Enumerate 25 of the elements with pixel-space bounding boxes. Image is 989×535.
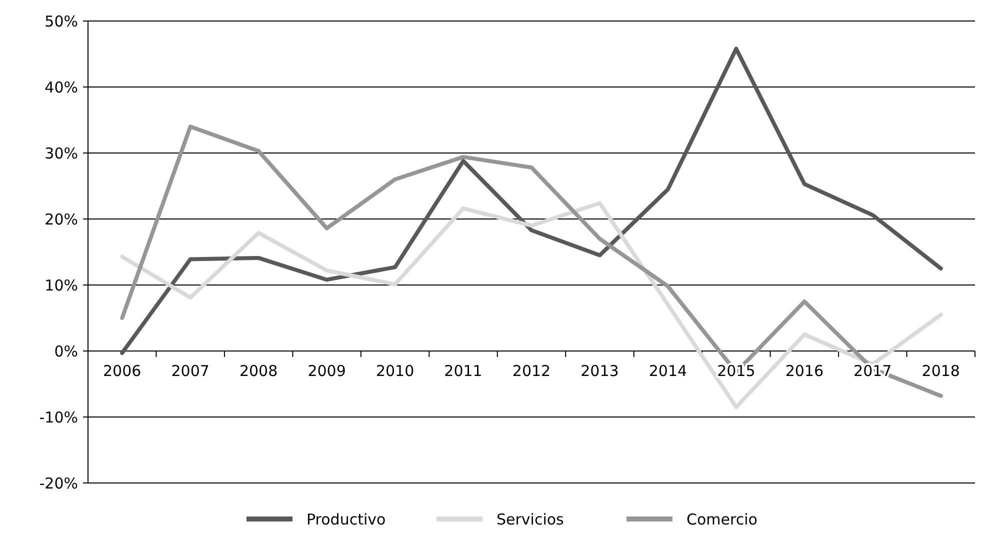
y-tick-label: -10% [39,408,78,426]
x-tick-label: 2014 [648,362,688,380]
y-tick-label: 20% [44,210,78,228]
x-tick-label: 2011 [444,362,482,380]
x-tick-label: 2013 [580,362,619,380]
x-tick-label: 2007 [171,362,210,380]
legend-label: Productivo [306,510,386,528]
x-tick-label: 2010 [376,362,414,380]
x-tick-label: 2015 [717,362,756,380]
line-series [120,46,943,355]
x-tick-label: 2018 [922,362,960,380]
legend-label: Comercio [686,510,758,528]
y-tick-label: 0% [54,342,78,360]
x-tick-label: 2006 [103,362,142,380]
y-tick-label: 30% [44,144,78,162]
x-tick-label: 2008 [239,362,278,380]
y-tick-label: 40% [44,78,78,96]
x-tick-label: 2016 [785,362,824,380]
legend-label: Servicios [496,510,564,528]
x-tick-label: 2017 [854,362,892,380]
x-tick-label: 2012 [512,362,551,380]
x-tick-label: 2009 [308,362,346,380]
y-tick-label: -20% [39,474,78,492]
y-tick-label: 50% [44,12,78,30]
y-tick-label: 10% [44,276,78,294]
